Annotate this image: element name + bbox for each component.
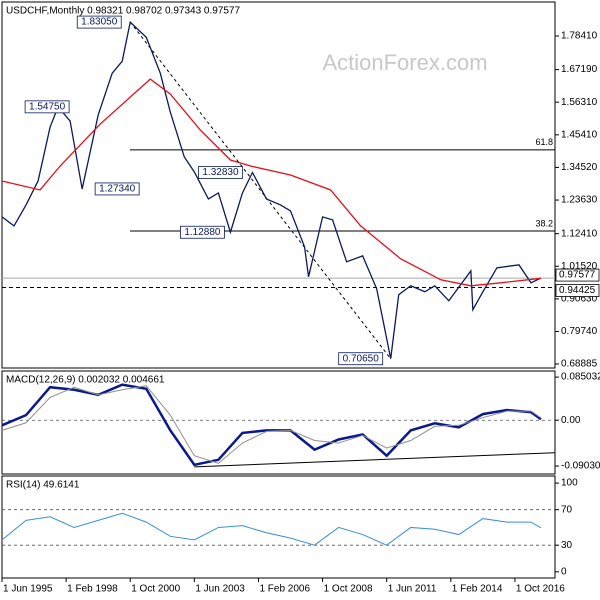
y-tick-label: 0.085032	[561, 372, 600, 383]
y-tick-label: -0.090302	[561, 461, 600, 472]
y-tick-label: 0.79740	[561, 326, 598, 337]
y-tick-label: 1.23630	[561, 195, 598, 206]
annotation-label: 0.70650	[343, 353, 380, 364]
y-tick-label: 1.01520	[561, 261, 598, 272]
y-tick-label: 100	[561, 478, 578, 489]
series-line	[1, 78, 542, 287]
panel-title: MACD(12,26,9) 0.002032 0.004661	[6, 375, 165, 386]
y-tick-label: 0.90630	[561, 294, 598, 305]
fib-label: 38.2	[535, 218, 553, 228]
x-tick-label: 1 Jun 2011	[388, 584, 437, 595]
series-line	[1, 385, 542, 464]
series-line	[1, 512, 542, 546]
x-tick-label: 1 Oct 2000	[131, 584, 180, 595]
y-tick-label: 0.68885	[561, 359, 598, 370]
y-tick-label: 1.67190	[561, 64, 598, 75]
x-tick-label: 1 Oct 2016	[516, 584, 565, 595]
panel-title: USDCHF,Monthly 0.98321 0.98702 0.97343 0…	[6, 6, 240, 17]
y-tick-label: 1.56310	[561, 97, 598, 108]
trend-line	[194, 452, 556, 468]
y-tick-label: 1.78410	[561, 31, 598, 42]
x-tick-label: 1 Feb 1998	[67, 584, 118, 595]
annotation-box	[94, 182, 140, 196]
x-tick-label: 1 Oct 2008	[324, 584, 373, 595]
series-line	[1, 20, 542, 359]
fib-label: 61.8	[535, 137, 553, 147]
panel-frame	[1, 370, 556, 475]
annotation-label: 1.54750	[29, 101, 66, 112]
annotation-box	[338, 352, 384, 366]
y-tick-label: 1.34520	[561, 162, 598, 173]
annotation-box	[76, 15, 122, 29]
annotation-label: 1.12880	[184, 227, 221, 238]
annotation-label: 1.32830	[202, 167, 239, 178]
annotation-label: 1.27340	[99, 184, 136, 195]
price-label-box	[555, 284, 600, 297]
y-tick-label: 1.45410	[561, 129, 598, 140]
x-tick-label: 1 Feb 2006	[259, 584, 310, 595]
y-tick-label: 1.12410	[561, 228, 598, 239]
y-tick-label: 70	[561, 504, 573, 515]
annotation-label: 1.83050	[81, 17, 118, 28]
y-tick-label: 0	[561, 566, 567, 577]
y-tick-label: 30	[561, 540, 573, 551]
trend-line	[129, 21, 392, 360]
watermark: ActionForex.com	[322, 50, 487, 75]
price-label-box	[555, 268, 600, 282]
x-tick-label: 1 Feb 2014	[452, 584, 503, 595]
annotation-box	[198, 166, 243, 179]
annotation-box	[24, 100, 70, 114]
panel-title: RSI(14) 49.6141	[6, 480, 80, 491]
price-label: 0.94425	[559, 285, 596, 296]
panel-frame	[1, 1, 556, 369]
x-tick-label: 1 Jun 2003	[195, 584, 245, 595]
x-tick-label: 1 Jun 1995	[3, 584, 53, 595]
panel-frame	[1, 475, 556, 579]
annotation-box	[180, 225, 225, 239]
y-tick-label: 0.00	[561, 415, 581, 426]
price-label: 0.97577	[559, 270, 596, 281]
